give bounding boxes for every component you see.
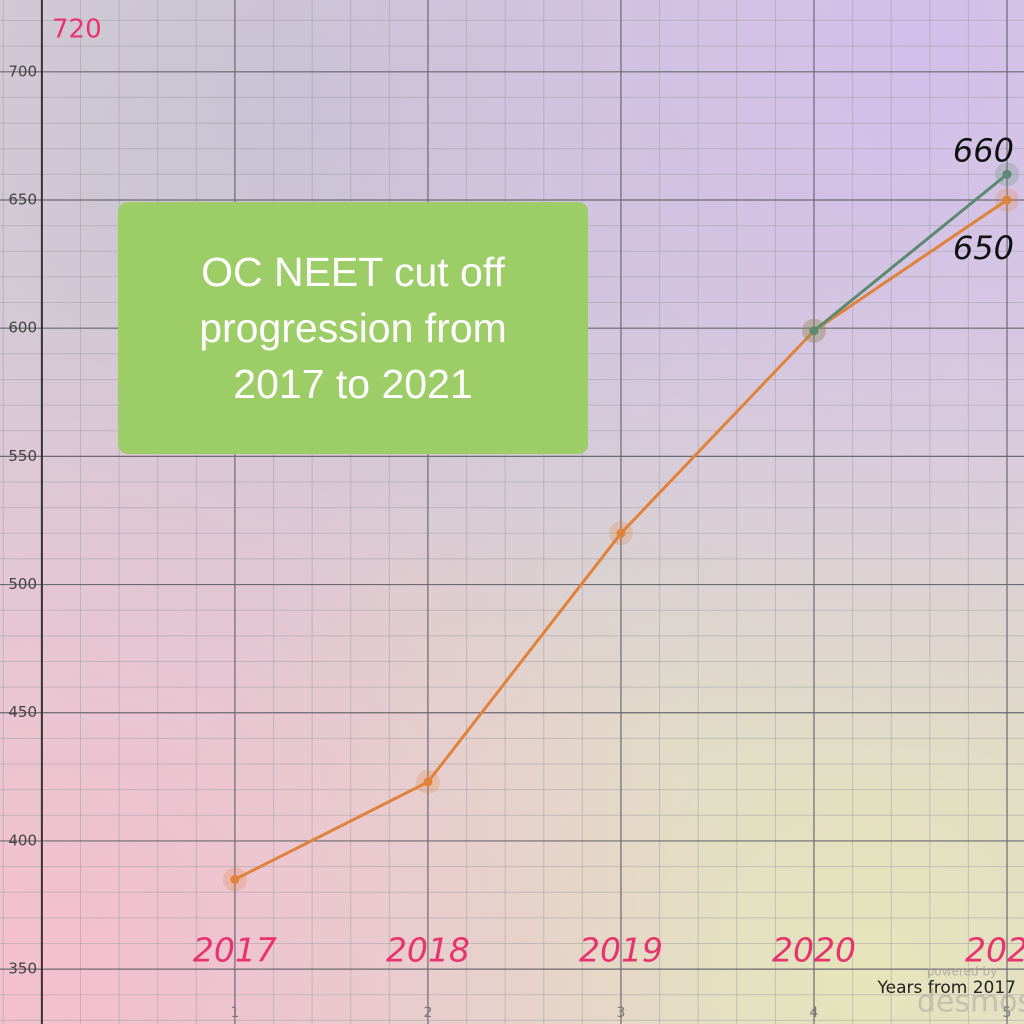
- year-label: 2017: [193, 931, 277, 970]
- y-tick-label: 500: [8, 575, 37, 593]
- year-label: 2020: [772, 931, 856, 970]
- x-tick-label: 1: [230, 1005, 239, 1021]
- y-tick-label: 600: [8, 319, 37, 337]
- y-tick-label: 350: [8, 960, 37, 978]
- title-box: OC NEET cut off progression from 2017 to…: [118, 202, 588, 454]
- y-tick-label: 650: [8, 190, 37, 208]
- watermark: desmos: [917, 985, 1024, 1020]
- data-label: 660: [953, 131, 1014, 169]
- point: [423, 777, 433, 787]
- year-label: 2021: [965, 931, 1024, 970]
- y-tick-label: 400: [8, 831, 37, 849]
- x-tick-label: 2: [423, 1005, 432, 1021]
- point: [1002, 169, 1012, 179]
- x-axis-label: Years from 2017: [877, 978, 1016, 998]
- point: [1002, 195, 1012, 205]
- x-tick-label: 4: [810, 1005, 819, 1021]
- note: 720: [52, 15, 102, 45]
- x-tick-label: 3: [617, 1005, 626, 1021]
- y-tick-label: 550: [8, 447, 37, 465]
- x-tick-label: 5: [1003, 1005, 1012, 1021]
- y-tick-label: 700: [8, 62, 37, 80]
- y-tick-label: 450: [8, 703, 37, 721]
- series-line: [813, 173, 1008, 332]
- data-label: 650: [953, 229, 1014, 267]
- year-label: 2018: [386, 931, 470, 970]
- point: [616, 528, 626, 538]
- point: [230, 874, 240, 884]
- point: [809, 326, 819, 336]
- watermark: powered by: [927, 965, 997, 979]
- year-label: 2019: [579, 931, 663, 970]
- chart-title: OC NEET cut off progression from 2017 to…: [199, 249, 507, 407]
